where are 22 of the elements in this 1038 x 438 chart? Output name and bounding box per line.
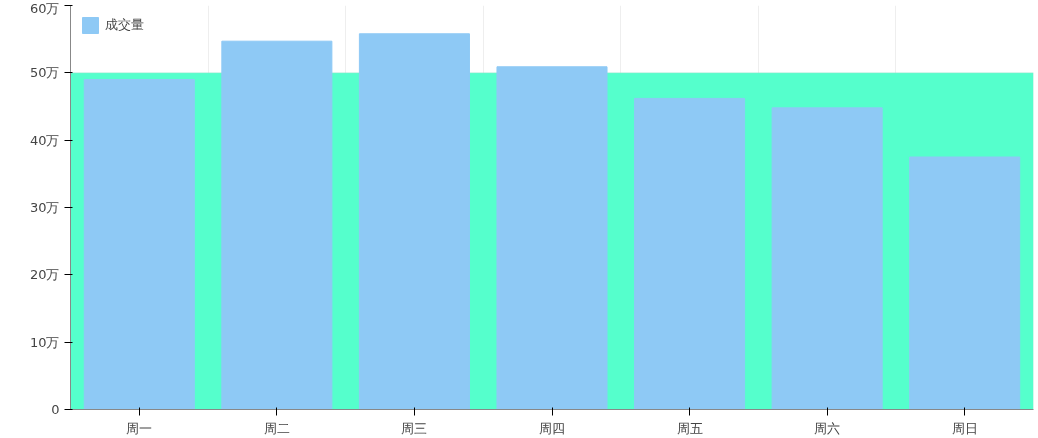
y-tick-label: 10万 bbox=[29, 334, 60, 350]
bar bbox=[83, 79, 195, 410]
y-tick-label: 0 bbox=[51, 402, 60, 417]
y-tick-label: 50万 bbox=[29, 65, 60, 81]
y-tick-label: 30万 bbox=[29, 200, 60, 215]
y-tick-label: 40万 bbox=[29, 132, 60, 148]
bar bbox=[221, 40, 333, 410]
x-tick-label: 周一 bbox=[126, 420, 153, 436]
x-tick-label: 周三 bbox=[401, 420, 428, 436]
bar bbox=[771, 107, 883, 410]
x-tick-label: 周二 bbox=[263, 420, 290, 436]
legend-label: 成交量 bbox=[105, 16, 144, 34]
bar bbox=[909, 156, 1021, 410]
x-tick-label: 周五 bbox=[676, 420, 703, 436]
bar bbox=[634, 97, 746, 410]
bar bbox=[358, 33, 470, 410]
x-tick-label: 周日 bbox=[951, 420, 978, 436]
y-tick-label: 20万 bbox=[29, 267, 60, 283]
x-tick-label: 周四 bbox=[539, 420, 565, 436]
y-tick-label: 60万 bbox=[29, 0, 60, 16]
x-tick-label: 周六 bbox=[814, 420, 841, 436]
bar bbox=[496, 66, 608, 410]
